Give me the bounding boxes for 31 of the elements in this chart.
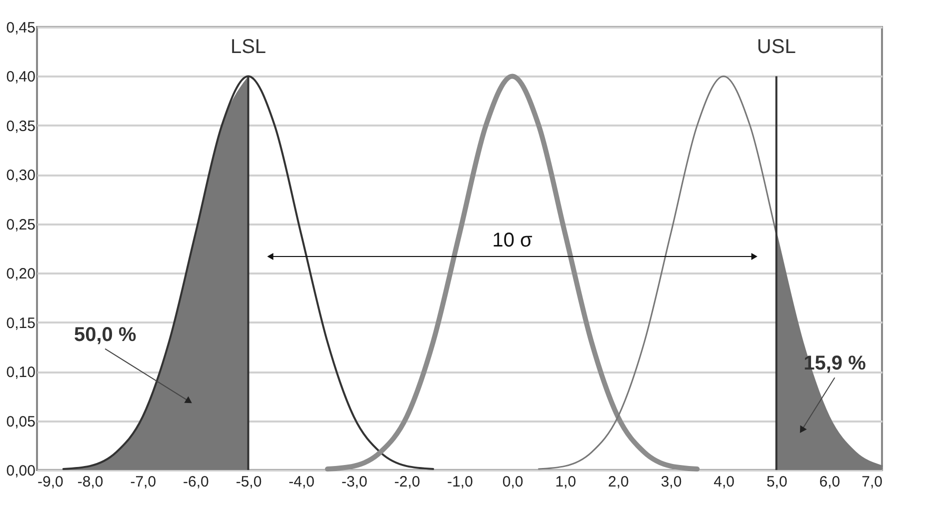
x-tick-label: 2,0 bbox=[608, 474, 629, 490]
y-tick-label: 0,35 bbox=[6, 118, 36, 135]
x-tick-label: -3,0 bbox=[341, 474, 368, 490]
y-tick-label: 0,10 bbox=[6, 364, 36, 382]
x-tick-label: 0,0 bbox=[502, 474, 524, 490]
x-tick-label: -1,0 bbox=[447, 474, 473, 490]
x-tick-label: -4,0 bbox=[288, 474, 314, 490]
y-tick-label: 0,05 bbox=[6, 413, 36, 430]
x-tick-label: 5,0 bbox=[766, 474, 788, 490]
y-tick-label: 0,30 bbox=[6, 167, 36, 184]
y-tick-label: 0,45 bbox=[6, 20, 36, 36]
x-tick-label: 3,0 bbox=[660, 474, 682, 490]
x-tick-label: -7,0 bbox=[130, 474, 156, 490]
y-tick-label: 0,15 bbox=[6, 314, 36, 332]
x-tick-label: -5,0 bbox=[236, 474, 262, 490]
x-tick-label: -9,0 bbox=[38, 474, 64, 490]
y-tick-label: 0,40 bbox=[6, 68, 36, 86]
x-tick-label: -6,0 bbox=[183, 474, 209, 490]
y-tick-label: 0,00 bbox=[6, 462, 36, 480]
ref-line-label: LSL bbox=[230, 36, 266, 58]
ref-line-label: USL bbox=[756, 36, 796, 58]
x-tick-label: -8,0 bbox=[77, 474, 104, 490]
y-tick-label: 0,20 bbox=[6, 266, 36, 283]
x-tick-label: 6,0 bbox=[819, 474, 840, 490]
y-tick-label: 0,25 bbox=[6, 216, 36, 234]
annotation: 50,0 % bbox=[74, 324, 136, 346]
x-tick-label: 1,0 bbox=[555, 474, 576, 490]
x-tick-label: 4,0 bbox=[714, 474, 734, 490]
x-tick-label: 7,0 bbox=[862, 474, 882, 490]
annotation: 10 σ bbox=[492, 229, 534, 252]
x-tick-label: -2,0 bbox=[394, 474, 420, 490]
